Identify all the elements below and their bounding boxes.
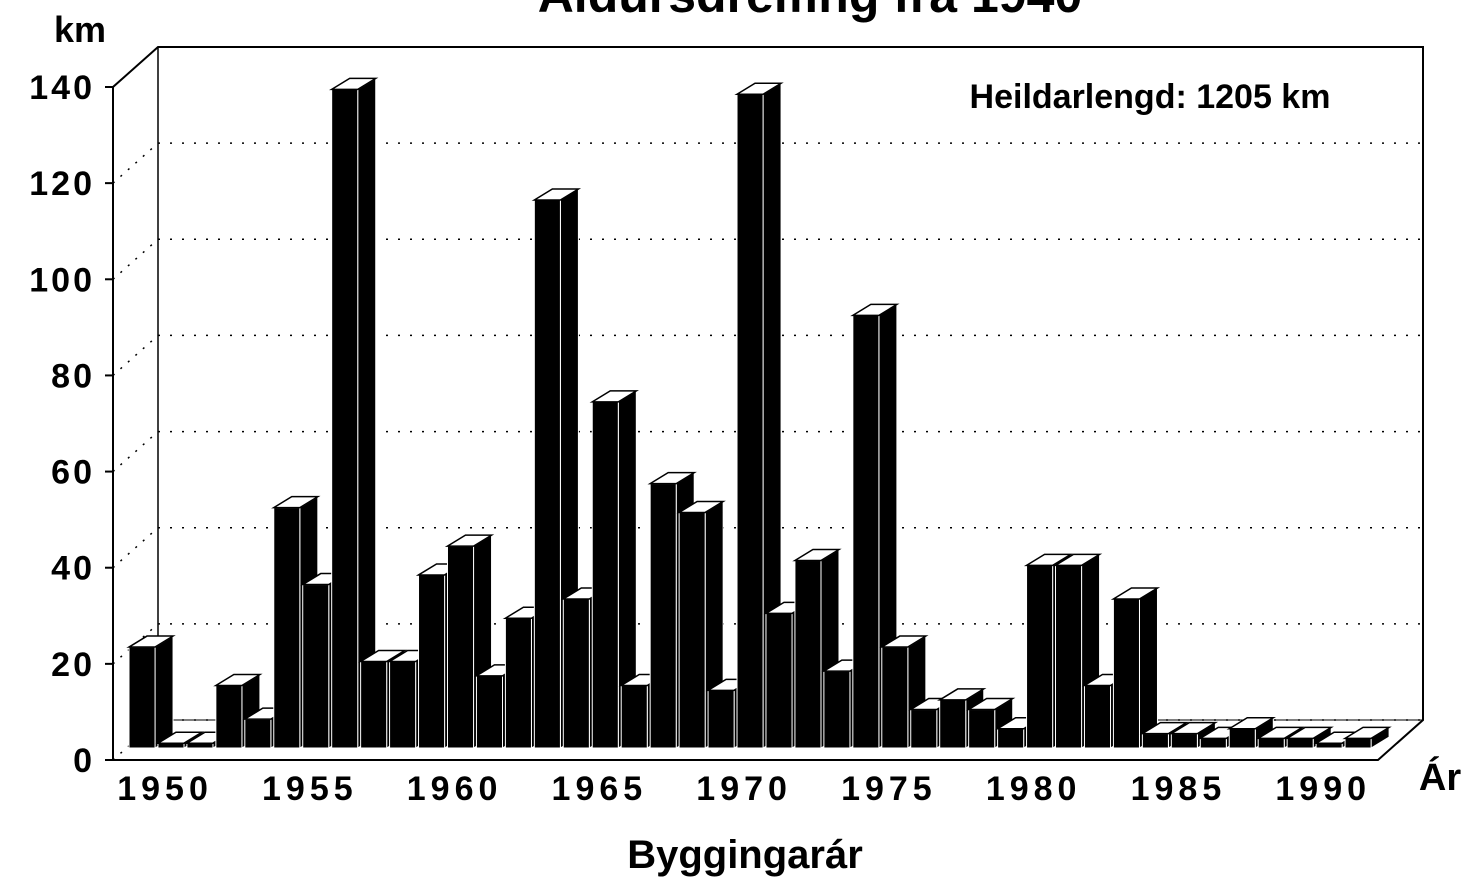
bar-top: [126, 635, 176, 648]
bar-top: [155, 731, 205, 744]
bar-top: [965, 697, 1016, 711]
y-tick-label: 100: [29, 261, 95, 299]
bar-top: [850, 303, 900, 317]
bar: [1026, 564, 1054, 749]
bar: [446, 545, 475, 749]
bar: [910, 709, 938, 749]
bar: [968, 709, 996, 749]
bar-top: [213, 673, 263, 687]
grid-line: [112, 527, 159, 569]
bar: [1344, 737, 1372, 749]
bar-top: [357, 649, 408, 663]
bar: [649, 483, 677, 749]
bar: [331, 88, 359, 749]
y-tick-label: 40: [51, 550, 95, 588]
chart-title: Aldursdreifing frá 1940: [538, 0, 1083, 23]
bar: [939, 699, 967, 749]
bar: [1286, 737, 1314, 749]
grid-line: [112, 334, 159, 376]
x-tick-label: 1985: [1131, 770, 1227, 808]
bar: [1055, 564, 1083, 749]
bar: [389, 660, 417, 749]
bar: [128, 646, 156, 749]
bar-top: [647, 471, 697, 485]
bar: [1083, 685, 1112, 749]
grid-line: [112, 142, 159, 184]
bar: [418, 574, 446, 749]
x-tick-label: 1980: [986, 770, 1082, 808]
bar-side: [1138, 587, 1158, 749]
bar: [533, 199, 561, 749]
x-axis-unit: Ár: [1419, 755, 1461, 799]
bar: [620, 685, 648, 749]
grid-line: [112, 238, 159, 280]
bar-top: [1255, 726, 1305, 740]
bar-top: [1284, 726, 1334, 740]
bar-top: [444, 534, 495, 547]
bar-top: [1168, 721, 1219, 735]
bar-side: [357, 77, 377, 749]
x-tick-label: 1950: [117, 770, 213, 808]
bar: [475, 675, 504, 749]
bar-top: [1226, 717, 1276, 730]
bar: [562, 598, 590, 749]
bar: [1170, 733, 1198, 749]
bar: [823, 670, 851, 749]
y-tick-label: 60: [51, 454, 95, 492]
bar: [504, 617, 532, 749]
bar: [736, 93, 764, 749]
annotation: Heildarlengd: 1205 km: [970, 78, 1331, 116]
y-tick-label: 20: [51, 646, 95, 684]
bar: [1199, 737, 1227, 749]
bar: [765, 612, 793, 749]
bar-top: [271, 495, 321, 509]
bar-top: [1110, 587, 1161, 600]
bar: [707, 689, 735, 749]
bar-side: [154, 635, 174, 749]
x-tick-label: 1960: [407, 770, 503, 808]
bar: [1141, 733, 1169, 749]
bar-top: [734, 82, 784, 95]
bar-top: [676, 500, 726, 514]
bar-top: [1052, 553, 1103, 567]
bar-top: [329, 77, 379, 91]
grid-line: [112, 46, 159, 88]
bar: [794, 560, 822, 749]
bar-top: [792, 548, 842, 562]
bar-top: [589, 390, 639, 403]
y-tick-label: 120: [29, 165, 95, 203]
x-tick-label: 1975: [841, 770, 937, 808]
x-axis-label: Byggingarár: [627, 833, 863, 877]
bar: [215, 685, 243, 749]
bar: [881, 646, 909, 749]
y-tick-label: 80: [51, 357, 95, 395]
bar: [997, 728, 1025, 749]
bar-top: [1139, 721, 1190, 735]
y-tick-label: 140: [29, 69, 95, 107]
bar: [1257, 737, 1285, 749]
bar: [1112, 598, 1140, 749]
bar: [852, 314, 880, 749]
bar: [302, 584, 330, 749]
bar: [360, 660, 388, 749]
x-tick-label: 1965: [552, 770, 648, 808]
bar: [244, 718, 272, 749]
x-tick-label: 1970: [696, 770, 792, 808]
bar: [273, 507, 301, 749]
y-axis-label: km: [54, 9, 106, 50]
bar: [678, 511, 706, 749]
y-tick-label: 0: [73, 742, 95, 780]
bar-top: [1342, 726, 1392, 740]
x-tick-label: 1990: [1275, 770, 1371, 808]
bar: [1228, 728, 1256, 749]
bar-top: [937, 688, 987, 701]
bar-top: [879, 635, 929, 648]
bar-top: [531, 188, 582, 201]
bar-top: [1023, 553, 1074, 567]
x-tick-label: 1955: [262, 770, 358, 808]
grid-line: [112, 431, 159, 473]
bar: [591, 401, 619, 749]
